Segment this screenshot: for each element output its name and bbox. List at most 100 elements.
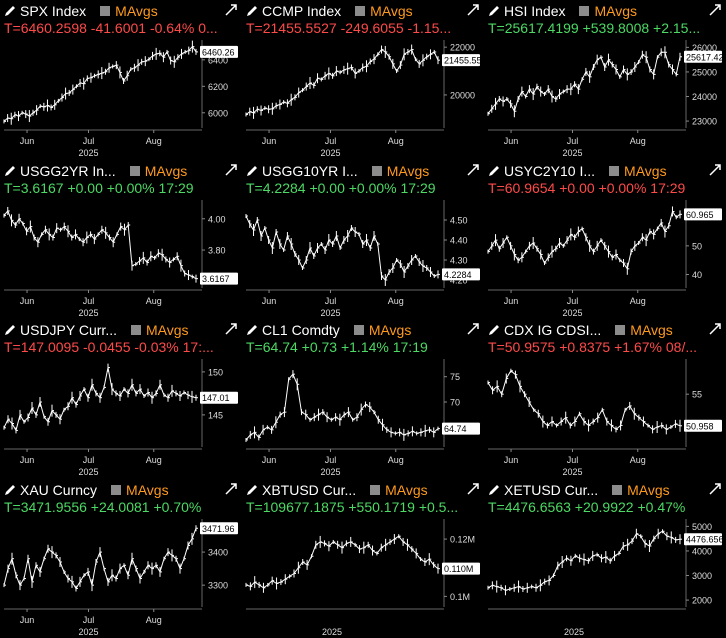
pencil-icon[interactable] [246, 484, 258, 496]
chart-panel[interactable]: XAU Curncy MAvgs T=3471.9556 +24.0081 +0.7… [0, 478, 242, 638]
expand-icon[interactable] [225, 163, 237, 176]
chart-panel[interactable]: USGG10YR I... MAvgs T=4.2284 +0.00 +0.00% … [242, 159, 484, 319]
mavgs-toggle-icon[interactable] [100, 6, 111, 16]
x-tick-label: Jun [262, 136, 277, 146]
price-series-line [245, 373, 439, 441]
mavgs-label[interactable]: MAvgs [624, 162, 667, 179]
pencil-icon[interactable] [4, 5, 16, 17]
pencil-icon[interactable] [488, 484, 500, 496]
ticker-name[interactable]: CL1 Comdty [262, 322, 340, 338]
mavgs-toggle-icon[interactable] [609, 165, 620, 176]
y-tick-label: 25000 [692, 67, 717, 77]
mavgs-label[interactable]: MAvgs [385, 481, 428, 498]
panel-header: USDJPY Curr... MAvgs [4, 321, 238, 339]
year-label: 2025 [562, 467, 582, 477]
last-price-badge [200, 391, 238, 404]
price-series-line [487, 51, 681, 115]
expand-icon[interactable] [467, 323, 479, 335]
ticker-name[interactable]: HSI Index [504, 3, 566, 19]
price-chart: 55 50.958 Jun Jul Aug 2025 [487, 359, 722, 477]
last-price-label: 21455.55 [444, 56, 482, 66]
year-label: 2025 [78, 148, 98, 158]
x-tick-label: Jun [20, 615, 35, 625]
pencil-icon[interactable] [488, 5, 500, 17]
chart-panel[interactable]: USYC2Y10 I... MAvgs T=60.9654 +0.00 +0.00%… [484, 159, 726, 319]
y-tick-label: 23000 [692, 117, 717, 127]
ticker-name[interactable]: USYC2Y10 I... [504, 162, 596, 179]
mavgs-toggle-icon[interactable] [612, 484, 623, 495]
last-price-label: 6460.26 [202, 47, 235, 57]
y-tick-label: 20000 [450, 90, 475, 100]
mavgs-toggle-icon[interactable] [579, 6, 590, 16]
panel-header: XAU Curncy MAvgs [4, 481, 238, 499]
expand-icon[interactable] [467, 4, 479, 16]
mavgs-label[interactable]: MAvgs [594, 3, 638, 19]
last-price-badge [684, 419, 722, 432]
x-tick-label: Aug [388, 296, 404, 306]
pencil-icon[interactable] [488, 165, 500, 177]
price-chart: 4.00 3.80 3.6167 Jun Jul Aug 2025 [3, 199, 238, 318]
mavgs-label[interactable]: MAvgs [146, 322, 189, 338]
chart-panel[interactable]: XETUSD Cur... MAvgs T=4476.6563 +20.9922 +… [484, 478, 726, 638]
expand-icon[interactable] [225, 323, 237, 335]
expand-icon[interactable] [467, 482, 479, 495]
ticker-name[interactable]: XBTUSD Cur... [262, 481, 357, 498]
pencil-icon[interactable] [4, 484, 16, 496]
expand-icon[interactable] [225, 4, 237, 16]
last-price-badge [200, 272, 238, 285]
ticker-name[interactable]: XAU Curncy [20, 481, 98, 498]
ticker-name[interactable]: CCMP Index [262, 3, 342, 19]
pencil-icon[interactable] [4, 324, 16, 336]
ticker-name[interactable]: USDJPY Curr... [20, 322, 117, 338]
mavgs-toggle-icon[interactable] [129, 165, 140, 176]
pencil-icon[interactable] [488, 324, 500, 336]
pencil-icon[interactable] [246, 5, 258, 17]
ticker-name[interactable]: XETUSD Cur... [504, 481, 599, 498]
expand-icon[interactable] [709, 323, 721, 335]
mavgs-label[interactable]: MAvgs [144, 162, 188, 179]
mavgs-label[interactable]: MAvgs [627, 481, 670, 498]
chart-panel[interactable]: HSI Index MAvgs T=25617.4199 +539.8008 +2.… [484, 0, 726, 160]
mavgs-toggle-icon[interactable] [131, 325, 141, 335]
chart-panel[interactable]: CCMP Index MAvgs T=21455.5527 -249.6055 -1… [242, 0, 484, 160]
expand-icon[interactable] [709, 163, 721, 176]
mavgs-toggle-icon[interactable] [371, 165, 382, 176]
mavgs-label[interactable]: MAvgs [386, 162, 430, 179]
mavgs-toggle-icon[interactable] [370, 484, 381, 495]
chart-panel[interactable]: USDJPY Curr... MAvgs T=147.0095 -0.0455 -0… [0, 319, 242, 479]
pencil-icon[interactable] [246, 165, 258, 177]
chart-panel[interactable]: SPX Index MAvgs T=6460.2598 -41.6001 -0.64… [0, 0, 242, 160]
mavgs-toggle-icon[interactable] [111, 484, 122, 495]
mavgs-label[interactable]: MAvgs [630, 322, 673, 338]
x-tick-label: Jul [567, 296, 579, 306]
quote-line: T=109677.1875 +550.1719 +0.5... [246, 498, 459, 515]
ticker-name[interactable]: USGG10YR I... [262, 162, 358, 179]
chart-panel[interactable]: USGG2YR In... MAvgs T=3.6167 +0.00 +0.00% … [0, 159, 242, 319]
ticker-name[interactable]: USGG2YR In... [20, 162, 116, 179]
mavgs-toggle-icon[interactable] [353, 325, 364, 335]
mavgs-label[interactable]: MAvgs [126, 481, 169, 498]
pencil-icon[interactable] [246, 324, 258, 336]
mavgs-label[interactable]: MAvgs [368, 322, 412, 338]
pencil-icon[interactable] [4, 165, 16, 177]
expand-icon[interactable] [709, 482, 721, 495]
expand-icon[interactable] [225, 482, 237, 495]
chart-panel[interactable]: XBTUSD Cur... MAvgs T=109677.1875 +550.171… [242, 478, 484, 638]
y-tick-label: 4.30 [450, 255, 468, 265]
price-series-line [3, 527, 197, 589]
x-tick-label: Aug [146, 296, 162, 306]
panel-header: HSI Index MAvgs [488, 2, 722, 20]
chart-panel[interactable]: CL1 Comdty MAvgs T=64.74 +0.73 +1.14% 17:1… [242, 319, 484, 479]
y-tick-label: 6400 [208, 55, 228, 65]
mavgs-label[interactable]: MAvgs [115, 3, 158, 19]
quote-line: T=6460.2598 -41.6001 -0.64% 0... [4, 20, 218, 36]
mavgs-label[interactable]: MAvgs [370, 3, 413, 19]
mavgs-toggle-icon[interactable] [355, 6, 366, 16]
mavgs-toggle-icon[interactable] [615, 325, 626, 335]
chart-panel[interactable]: CDX IG CDSI... MAvgs T=50.9575 +0.8375 +1.… [484, 319, 726, 479]
expand-icon[interactable] [467, 163, 479, 176]
ticker-name[interactable]: SPX Index [20, 3, 87, 19]
ticker-name[interactable]: CDX IG CDSI... [504, 322, 602, 338]
expand-icon[interactable] [709, 4, 721, 16]
quote-line: T=50.9575 +0.8375 +1.67% 08/... [488, 339, 698, 355]
